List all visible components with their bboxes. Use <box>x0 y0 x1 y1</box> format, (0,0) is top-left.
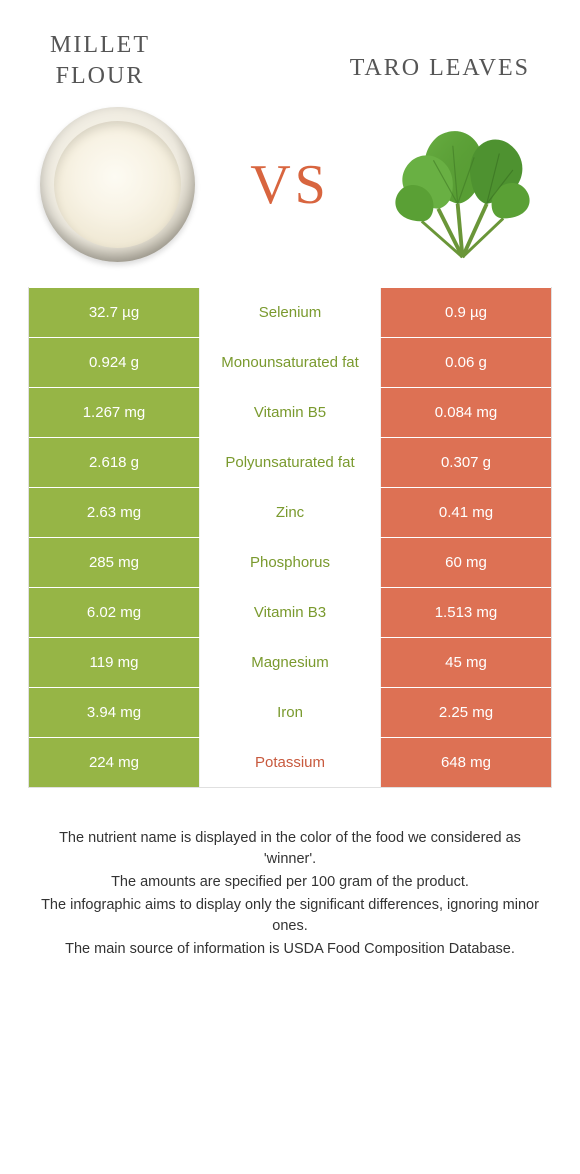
table-row: 3.94 mgIron2.25 mg <box>29 687 551 737</box>
taro-leaves-image <box>385 107 540 262</box>
footer-note-line: The infographic aims to display only the… <box>32 895 548 937</box>
table-row: 32.7 µgSelenium0.9 µg <box>29 287 551 337</box>
cell-right-value: 0.9 µg <box>381 288 551 337</box>
table-row: 224 mgPotassium648 mg <box>29 737 551 787</box>
cell-right-value: 1.513 mg <box>381 588 551 637</box>
cell-left-value: 285 mg <box>29 538 199 587</box>
cell-nutrient-name: Vitamin B3 <box>199 588 381 637</box>
millet-flour-image <box>40 107 195 262</box>
title-left-line1: Millet <box>50 32 150 58</box>
table-row: 6.02 mgVitamin B31.513 mg <box>29 587 551 637</box>
cell-right-value: 2.25 mg <box>381 688 551 737</box>
cell-left-value: 1.267 mg <box>29 388 199 437</box>
footer-notes: The nutrient name is displayed in the co… <box>0 788 580 960</box>
title-left: Millet flour <box>50 30 150 92</box>
cell-left-value: 0.924 g <box>29 338 199 387</box>
cell-right-value: 648 mg <box>381 738 551 787</box>
cell-left-value: 6.02 mg <box>29 588 199 637</box>
cell-right-value: 0.41 mg <box>381 488 551 537</box>
cell-left-value: 32.7 µg <box>29 288 199 337</box>
cell-left-value: 3.94 mg <box>29 688 199 737</box>
cell-nutrient-name: Potassium <box>199 738 381 787</box>
table-row: 2.63 mgZinc0.41 mg <box>29 487 551 537</box>
header: Millet flour Taro leaves <box>0 0 580 92</box>
cell-left-value: 224 mg <box>29 738 199 787</box>
cell-nutrient-name: Phosphorus <box>199 538 381 587</box>
cell-nutrient-name: Magnesium <box>199 638 381 687</box>
cell-left-value: 119 mg <box>29 638 199 687</box>
table-row: 1.267 mgVitamin B50.084 mg <box>29 387 551 437</box>
comparison-table: 32.7 µgSelenium0.9 µg0.924 gMonounsatura… <box>28 287 552 788</box>
table-row: 0.924 gMonounsaturated fat0.06 g <box>29 337 551 387</box>
cell-right-value: 45 mg <box>381 638 551 687</box>
cell-nutrient-name: Polyunsaturated fat <box>199 438 381 487</box>
cell-nutrient-name: Vitamin B5 <box>199 388 381 437</box>
cell-nutrient-name: Selenium <box>199 288 381 337</box>
cell-nutrient-name: Monounsaturated fat <box>199 338 381 387</box>
table-row: 119 mgMagnesium45 mg <box>29 637 551 687</box>
table-row: 285 mgPhosphorus60 mg <box>29 537 551 587</box>
cell-left-value: 2.63 mg <box>29 488 199 537</box>
footer-note-line: The main source of information is USDA F… <box>32 939 548 960</box>
footer-note-line: The nutrient name is displayed in the co… <box>32 828 548 870</box>
vs-label: VS <box>250 153 330 217</box>
cell-nutrient-name: Iron <box>199 688 381 737</box>
title-left-line2: flour <box>56 63 145 89</box>
cell-right-value: 60 mg <box>381 538 551 587</box>
cell-right-value: 0.084 mg <box>381 388 551 437</box>
cell-left-value: 2.618 g <box>29 438 199 487</box>
hero-row: VS <box>0 92 580 287</box>
cell-right-value: 0.06 g <box>381 338 551 387</box>
table-row: 2.618 gPolyunsaturated fat0.307 g <box>29 437 551 487</box>
footer-note-line: The amounts are specified per 100 gram o… <box>32 872 548 893</box>
title-right: Taro leaves <box>350 55 530 82</box>
cell-nutrient-name: Zinc <box>199 488 381 537</box>
cell-right-value: 0.307 g <box>381 438 551 487</box>
